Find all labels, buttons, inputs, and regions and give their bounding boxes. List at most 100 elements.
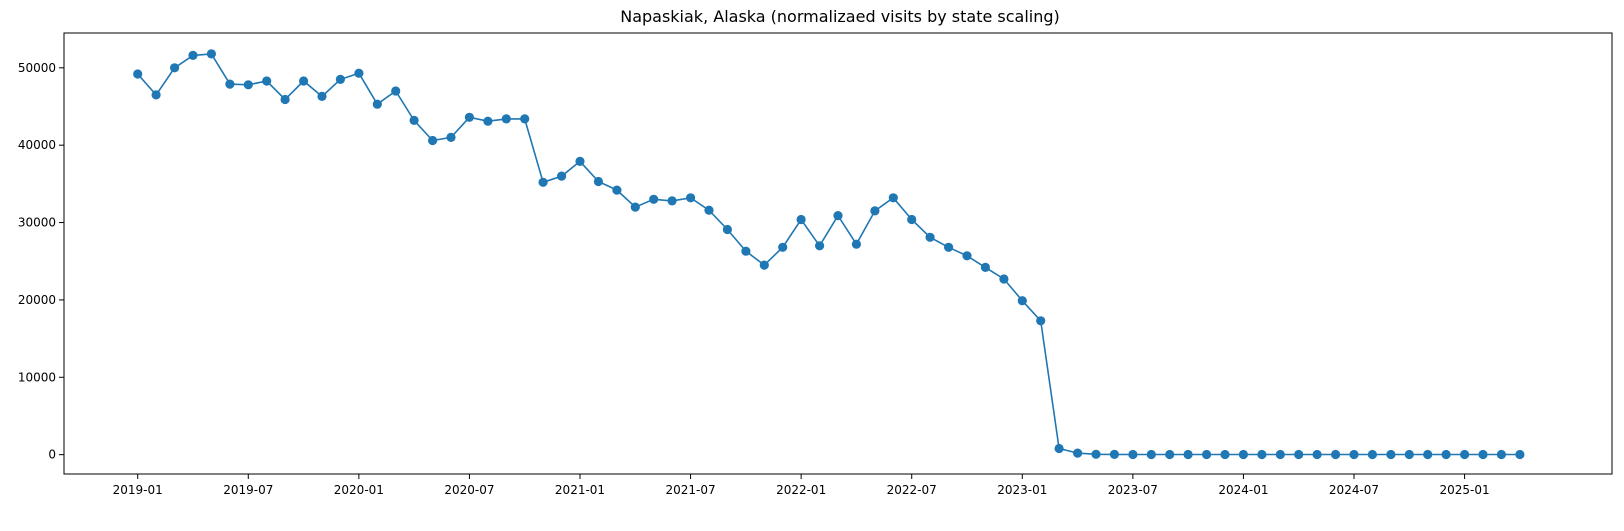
data-point: [1349, 449, 1359, 460]
data-point: [704, 205, 714, 215]
axes: 0 10000 20000 30000 40000 50000 2019-01 2019-07…: [18, 32, 1613, 497]
plot-frame: [63, 32, 1613, 475]
y-tick-label: 30000: [18, 216, 56, 230]
x-tick-label: 2023-01: [997, 483, 1047, 497]
data-point: [1257, 449, 1267, 460]
x-tick-label: 2021-07: [666, 483, 716, 497]
data-point: [796, 214, 806, 225]
data-point: [354, 68, 364, 78]
data-point: [1054, 443, 1064, 454]
series-group: [133, 49, 1525, 460]
data-point: [1478, 449, 1488, 460]
data-point: [1275, 449, 1285, 460]
data-point: [1367, 449, 1377, 460]
y-tick-label: 20000: [18, 293, 56, 307]
data-point: [1515, 449, 1525, 460]
data-point: [593, 176, 604, 187]
x-tick-label: 2019-01: [113, 483, 163, 497]
y-tick-label: 40000: [18, 138, 56, 152]
y-tick-label: 0: [48, 448, 56, 462]
data-point: [280, 94, 290, 105]
data-point: [925, 232, 935, 242]
data-point: [1017, 296, 1027, 306]
data-point: [778, 242, 788, 252]
data-point: [170, 63, 180, 73]
data-point: [1331, 449, 1341, 460]
data-point: [1036, 316, 1046, 326]
data-point: [188, 50, 198, 61]
data-point: [667, 196, 677, 206]
data-point: [1165, 449, 1175, 460]
x-tick-label: 2024-07: [1329, 483, 1379, 497]
x-tick-label: 2020-01: [334, 483, 384, 497]
data-point: [870, 206, 880, 216]
data-point: [1128, 449, 1138, 460]
data-point: [1423, 449, 1433, 460]
data-point: [1294, 449, 1304, 460]
data-point: [372, 99, 382, 109]
data-point: [1220, 449, 1230, 460]
data-point: [907, 214, 917, 225]
data-point: [317, 91, 327, 101]
data-point: [944, 242, 954, 252]
x-tick-label: 2021-01: [555, 483, 605, 497]
data-point: [962, 251, 972, 261]
x-tick-label: 2020-07: [444, 483, 494, 497]
data-point: [1109, 449, 1119, 459]
data-point: [501, 114, 511, 124]
data-point: [206, 49, 216, 59]
y-tick-label: 50000: [18, 61, 56, 75]
data-point: [243, 80, 253, 90]
data-point: [1202, 449, 1212, 460]
chart-title: Napaskiak, Alaska (normalizaed visits by…: [620, 7, 1060, 26]
data-point: [464, 112, 474, 122]
data-point: [483, 116, 493, 126]
data-point: [428, 135, 438, 146]
data-point: [999, 274, 1009, 284]
data-point: [833, 211, 843, 221]
data-point: [759, 260, 769, 270]
data-point: [557, 171, 567, 181]
data-point: [1183, 449, 1193, 460]
data-point: [1386, 449, 1396, 460]
data-point: [1238, 449, 1248, 460]
series-line: [137, 53, 1520, 456]
data-point: [1146, 449, 1156, 460]
data-point: [980, 262, 991, 272]
data-point: [225, 79, 235, 89]
data-point: [1312, 449, 1322, 460]
x-tick-label: 2024-01: [1218, 483, 1268, 497]
data-point: [538, 177, 548, 187]
data-point: [262, 76, 272, 86]
data-point: [1496, 449, 1506, 460]
data-point: [815, 241, 825, 251]
data-point: [722, 224, 733, 235]
data-point: [1404, 449, 1414, 460]
data-point: [1441, 449, 1451, 460]
data-point: [1460, 449, 1470, 460]
data-point: [1091, 449, 1101, 459]
x-tick-label: 2025-01: [1440, 483, 1490, 497]
y-tick-label: 10000: [18, 370, 56, 384]
data-point: [133, 69, 143, 79]
data-point: [335, 74, 345, 84]
data-point: [686, 193, 696, 203]
x-tick-label: 2022-01: [776, 483, 826, 497]
data-point: [520, 114, 530, 124]
x-tick-label: 2023-07: [1108, 483, 1158, 497]
x-tick-label: 2022-07: [887, 483, 937, 497]
data-point: [409, 115, 419, 125]
data-point: [649, 194, 659, 204]
data-point: [741, 246, 751, 256]
data-point: [1073, 448, 1083, 458]
data-point: [575, 156, 585, 166]
data-point: [851, 239, 862, 249]
x-tick-label: 2019-07: [223, 483, 273, 497]
data-point: [151, 90, 161, 100]
data-point: [612, 185, 622, 195]
data-point: [888, 193, 898, 203]
data-point: [391, 86, 401, 96]
data-point: [446, 132, 456, 142]
